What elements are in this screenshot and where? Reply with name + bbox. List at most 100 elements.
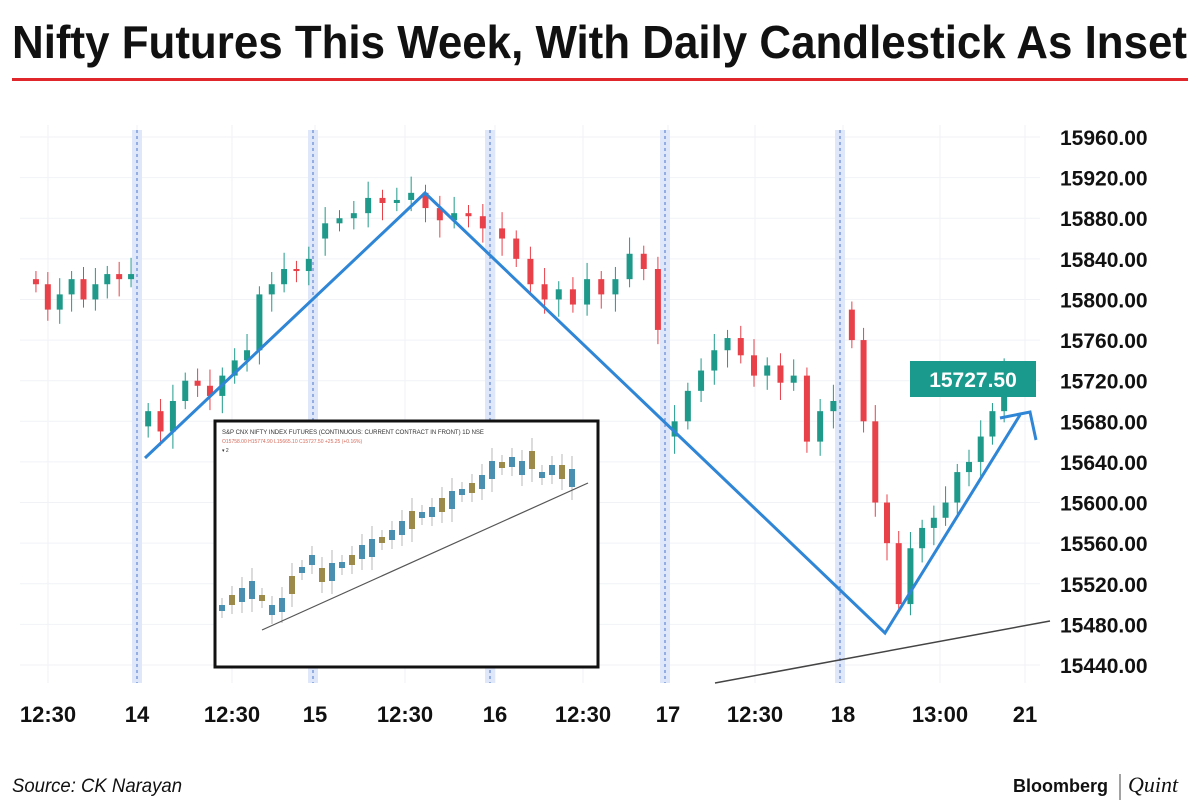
candle-body: [884, 502, 890, 544]
candle-body: [830, 401, 837, 412]
chart-title: Nifty Futures This Week, With Daily Cand…: [12, 16, 1187, 68]
x-tick-label: 18: [831, 702, 855, 727]
candle-body: [44, 284, 51, 310]
inset-candle-body: [549, 465, 555, 475]
candle-body: [527, 258, 534, 285]
candle-body: [966, 461, 972, 473]
candle-body: [206, 385, 213, 396]
candle-body: [128, 274, 135, 280]
x-tick-label: 21: [1013, 702, 1037, 727]
inset-candle-body: [539, 472, 545, 478]
candle-body: [790, 375, 797, 383]
title-rule: [12, 78, 1188, 81]
inset-candle-body: [439, 498, 445, 512]
y-tick-label: 15640.00: [1060, 452, 1148, 475]
x-tick-label: 12:30: [20, 702, 76, 727]
inset-candle-body: [239, 588, 245, 602]
candle-body: [281, 269, 288, 285]
candle-body: [182, 380, 189, 402]
x-tick-label: 15: [303, 702, 327, 727]
candle-body: [256, 294, 263, 351]
trend-arrowhead: [999, 410, 1038, 441]
candle-body: [612, 279, 619, 295]
candle-body: [764, 365, 771, 376]
x-tick-label: 16: [483, 702, 507, 727]
inset-candle-body: [269, 605, 275, 615]
candle-body: [977, 436, 984, 462]
candle-body: [116, 274, 123, 280]
y-tick-label: 15680.00: [1060, 411, 1148, 434]
candle-body: [393, 199, 400, 204]
candle-body: [872, 421, 879, 503]
source-note: Source: CK Narayan: [12, 776, 182, 797]
inset-candle-body: [369, 539, 375, 557]
inset-title: S&P CNX NIFTY INDEX FUTURES (CONTINUOUS:…: [222, 430, 484, 436]
inset-candle-body: [389, 530, 395, 540]
candle-body: [422, 192, 429, 209]
candle-body: [919, 527, 926, 549]
candle-body: [92, 284, 99, 300]
candle-body: [194, 380, 201, 386]
candle-body: [737, 338, 744, 356]
inset-candle-body: [219, 605, 225, 611]
candle-body: [803, 375, 810, 442]
candle-body: [322, 223, 329, 239]
candle-body: [584, 279, 591, 305]
y-tick-label: 15560.00: [1060, 533, 1148, 556]
inset-candle-body: [349, 555, 355, 565]
y-tick-label: 15760.00: [1060, 330, 1148, 353]
candle-body: [569, 289, 576, 305]
inset-trend-extension: [714, 620, 1051, 684]
candle-body: [626, 253, 633, 280]
inset-ohlc: O15758.00 H15774.90 L15665.10 C15727.50 …: [222, 439, 362, 445]
candle-body: [598, 279, 605, 295]
x-tick-label: 17: [656, 702, 680, 727]
candle-body: [907, 548, 914, 605]
inset-candle-body: [359, 545, 365, 559]
inset-candle-body: [409, 511, 415, 529]
candle-body: [465, 213, 472, 217]
y-tick-label: 15480.00: [1060, 614, 1148, 637]
y-tick-label: 15440.00: [1060, 655, 1148, 678]
inset-candle-body: [259, 595, 265, 601]
candle-body: [145, 411, 152, 427]
inset-candle-body: [329, 563, 335, 581]
inset-candle-body: [509, 457, 515, 467]
y-tick-label: 15920.00: [1060, 168, 1148, 191]
x-tick-label: 12:30: [377, 702, 433, 727]
inset-candle-body: [499, 462, 505, 468]
inset-candle-body: [559, 465, 565, 479]
last-price-label: 15727.50: [929, 369, 1017, 392]
x-tick-label: 14: [125, 702, 150, 727]
candle-body: [231, 360, 238, 376]
inset-candle-body: [489, 461, 495, 479]
candle-body: [698, 370, 705, 391]
inset-candle-body: [299, 567, 305, 573]
candle-body: [157, 411, 164, 432]
candle-body: [408, 192, 415, 200]
candle-body: [751, 355, 757, 376]
inset-candle-body: [529, 451, 535, 469]
y-tick-label: 15520.00: [1060, 574, 1148, 597]
candle-body: [954, 472, 961, 503]
candle-body: [671, 421, 678, 437]
x-tick-label: 12:30: [555, 702, 611, 727]
inset-candle-body: [399, 521, 405, 535]
inset-candle-body: [519, 461, 525, 475]
candle-body: [930, 517, 937, 528]
last-price-tag: [910, 361, 1036, 397]
candle-body: [80, 279, 87, 300]
logo-quint: Quint: [1128, 772, 1179, 797]
candle-body: [68, 279, 75, 295]
inset-candle-body: [279, 598, 285, 612]
inset-candle-body: [249, 581, 255, 599]
candle-body: [436, 208, 443, 221]
candle-body: [942, 502, 949, 518]
inset-candle-body: [309, 555, 315, 565]
inset-candle-body: [339, 562, 345, 568]
candle-body: [479, 216, 486, 229]
candle-body: [350, 213, 357, 219]
y-tick-label: 15800.00: [1060, 289, 1148, 312]
candle-body: [555, 289, 562, 300]
